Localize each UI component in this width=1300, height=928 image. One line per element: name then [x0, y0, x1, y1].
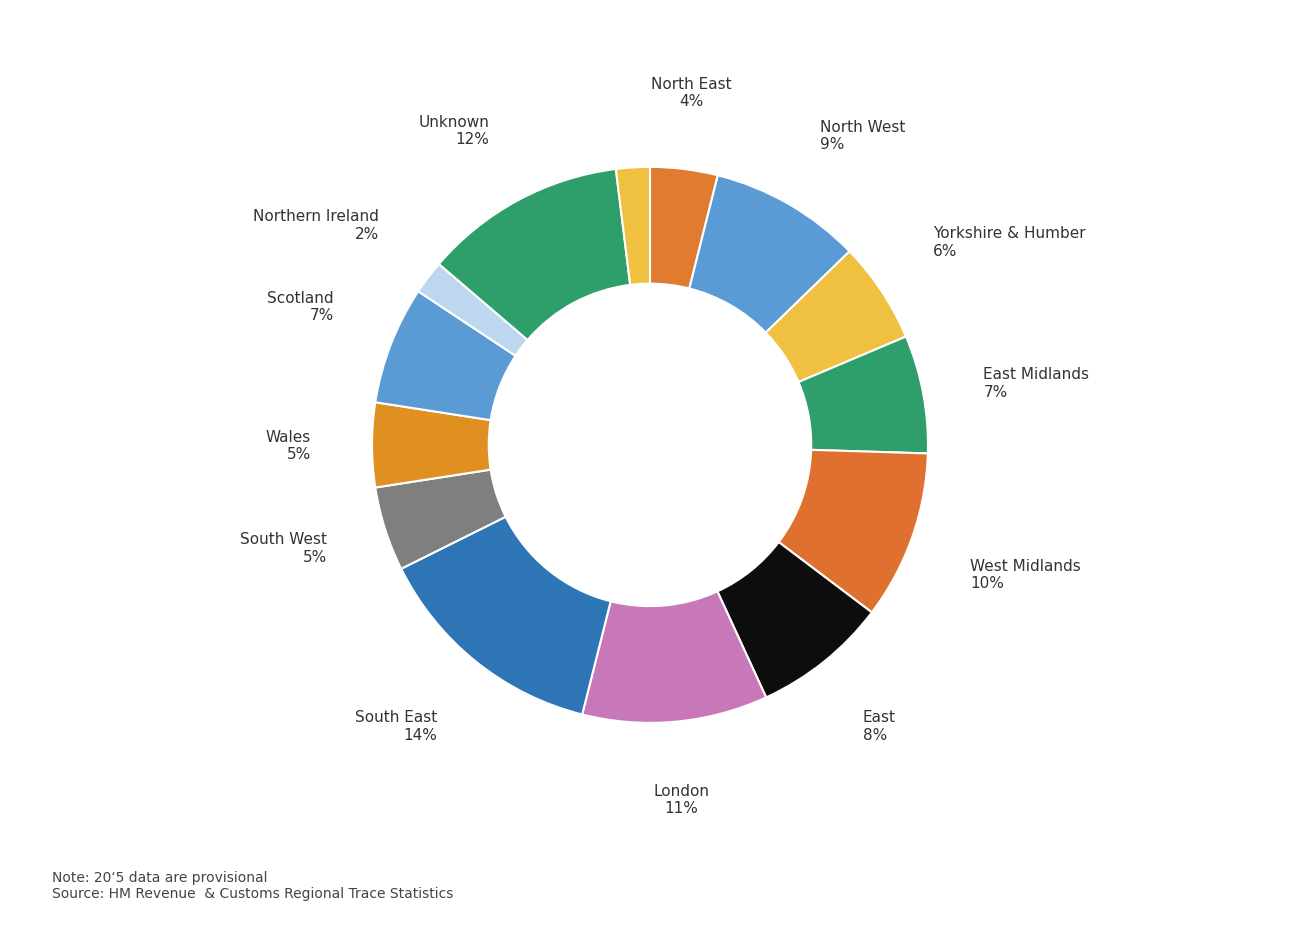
- Text: London
11%: London 11%: [654, 782, 710, 815]
- Text: West Midlands
10%: West Midlands 10%: [970, 558, 1080, 590]
- Wedge shape: [798, 337, 928, 454]
- Text: Note: 20‘5 data are provisional
Source: HM Revenue  & Customs Regional Trace Sta: Note: 20‘5 data are provisional Source: …: [52, 870, 454, 900]
- Wedge shape: [718, 543, 872, 698]
- Text: South West
5%: South West 5%: [239, 532, 326, 564]
- Wedge shape: [582, 592, 766, 723]
- Text: East Midlands
7%: East Midlands 7%: [983, 367, 1089, 399]
- Wedge shape: [766, 252, 906, 382]
- Wedge shape: [402, 517, 611, 715]
- Text: North West
9%: North West 9%: [819, 120, 905, 152]
- Text: Unknown
12%: Unknown 12%: [419, 114, 490, 147]
- Wedge shape: [689, 176, 850, 333]
- Wedge shape: [650, 168, 718, 290]
- Wedge shape: [419, 264, 528, 356]
- Wedge shape: [439, 170, 630, 341]
- Wedge shape: [779, 450, 928, 612]
- Wedge shape: [376, 292, 516, 420]
- Text: North East
4%: North East 4%: [651, 77, 732, 110]
- Wedge shape: [616, 168, 650, 286]
- Text: Northern Ireland
2%: Northern Ireland 2%: [254, 209, 380, 241]
- Text: Wales
5%: Wales 5%: [265, 430, 311, 461]
- Wedge shape: [376, 470, 506, 569]
- Wedge shape: [372, 403, 490, 488]
- Text: East
8%: East 8%: [863, 709, 896, 741]
- Text: South East
14%: South East 14%: [355, 709, 437, 741]
- Text: Yorkshire & Humber
6%: Yorkshire & Humber 6%: [932, 226, 1086, 258]
- Text: Scotland
7%: Scotland 7%: [266, 290, 334, 323]
